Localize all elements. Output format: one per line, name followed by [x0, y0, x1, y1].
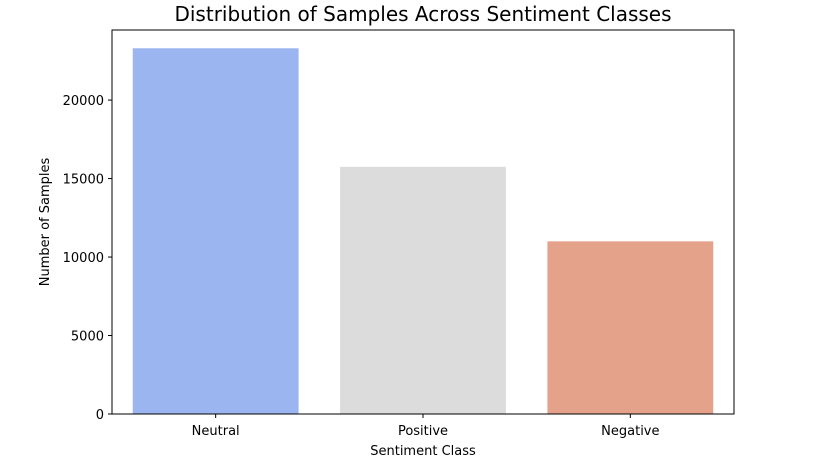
ticks-layer: Neutral Positive Negative 0 5000 10000 15000 20…: [63, 94, 660, 439]
x-tick-label: Negative: [601, 424, 659, 439]
x-tick-label: Neutral: [192, 424, 240, 439]
y-tick-label: 20000: [63, 94, 104, 109]
bar-positive: [340, 166, 506, 414]
bar-negative: [547, 241, 714, 414]
plot-frame: [111, 29, 735, 415]
x-axis-label: Sentiment Class: [370, 444, 476, 459]
y-tick-label: 10000: [63, 251, 104, 266]
x-tick-label: Positive: [398, 424, 448, 439]
y-axis-label: Number of Samples: [38, 158, 53, 287]
bar-neutral: [132, 48, 299, 415]
y-tick-label: 5000: [71, 330, 104, 345]
bars-layer: [132, 48, 714, 415]
chart-title: Distribution of Samples Across Sentiment…: [174, 2, 671, 26]
y-tick-label: 0: [96, 408, 104, 423]
y-tick-label: 15000: [63, 173, 104, 188]
